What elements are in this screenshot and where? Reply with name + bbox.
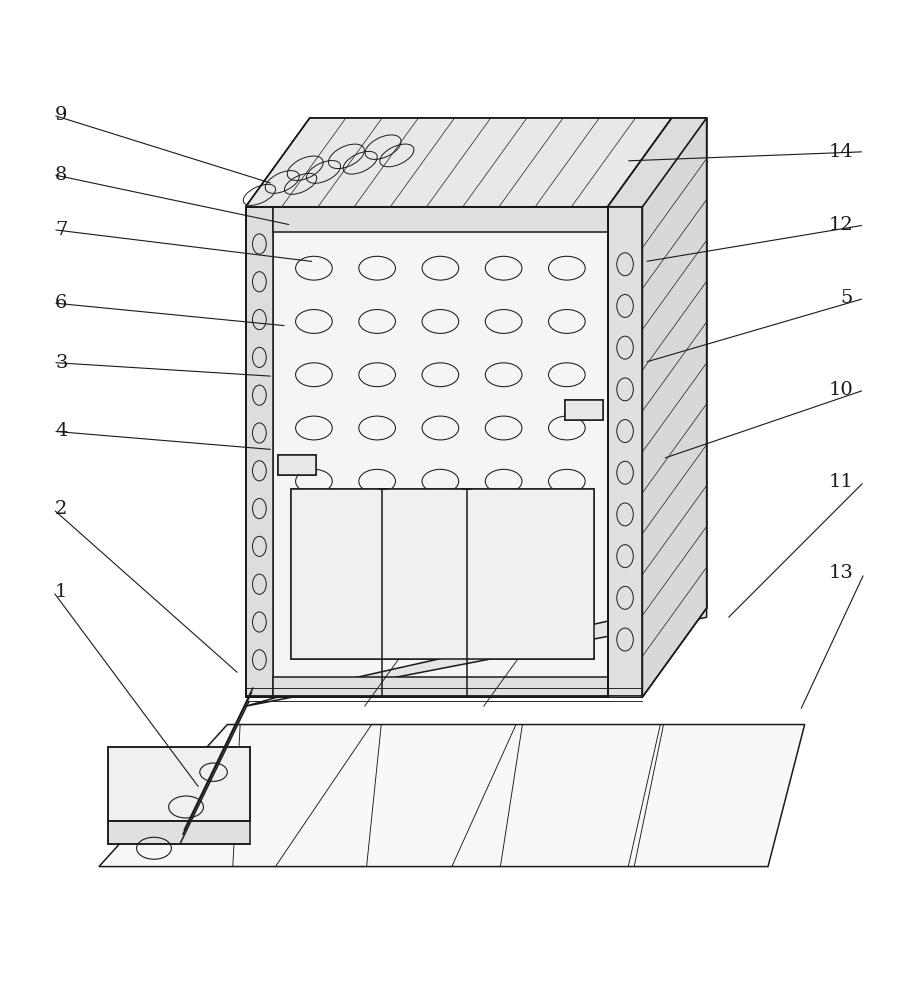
Polygon shape [245, 599, 706, 706]
Text: 12: 12 [829, 216, 853, 234]
Text: 4: 4 [55, 422, 67, 440]
Text: 11: 11 [829, 473, 853, 491]
Text: 14: 14 [829, 143, 853, 161]
Text: 7: 7 [55, 221, 67, 239]
Text: 5: 5 [841, 289, 853, 307]
Polygon shape [108, 747, 250, 821]
Polygon shape [608, 118, 706, 207]
Text: 2: 2 [55, 500, 67, 518]
Polygon shape [643, 118, 706, 697]
Polygon shape [245, 118, 672, 207]
Polygon shape [278, 455, 316, 475]
Text: 13: 13 [828, 564, 853, 582]
Text: 1: 1 [55, 583, 67, 601]
Text: 9: 9 [55, 106, 67, 124]
Text: 3: 3 [55, 354, 67, 372]
Polygon shape [108, 821, 250, 844]
Text: 6: 6 [55, 294, 67, 312]
Polygon shape [245, 207, 608, 697]
Text: 8: 8 [55, 166, 67, 184]
Polygon shape [608, 207, 643, 697]
Polygon shape [564, 400, 603, 420]
Polygon shape [273, 677, 608, 697]
Polygon shape [273, 207, 608, 232]
Polygon shape [291, 489, 594, 659]
Polygon shape [99, 725, 805, 867]
Polygon shape [245, 207, 273, 697]
Text: 10: 10 [829, 381, 853, 399]
